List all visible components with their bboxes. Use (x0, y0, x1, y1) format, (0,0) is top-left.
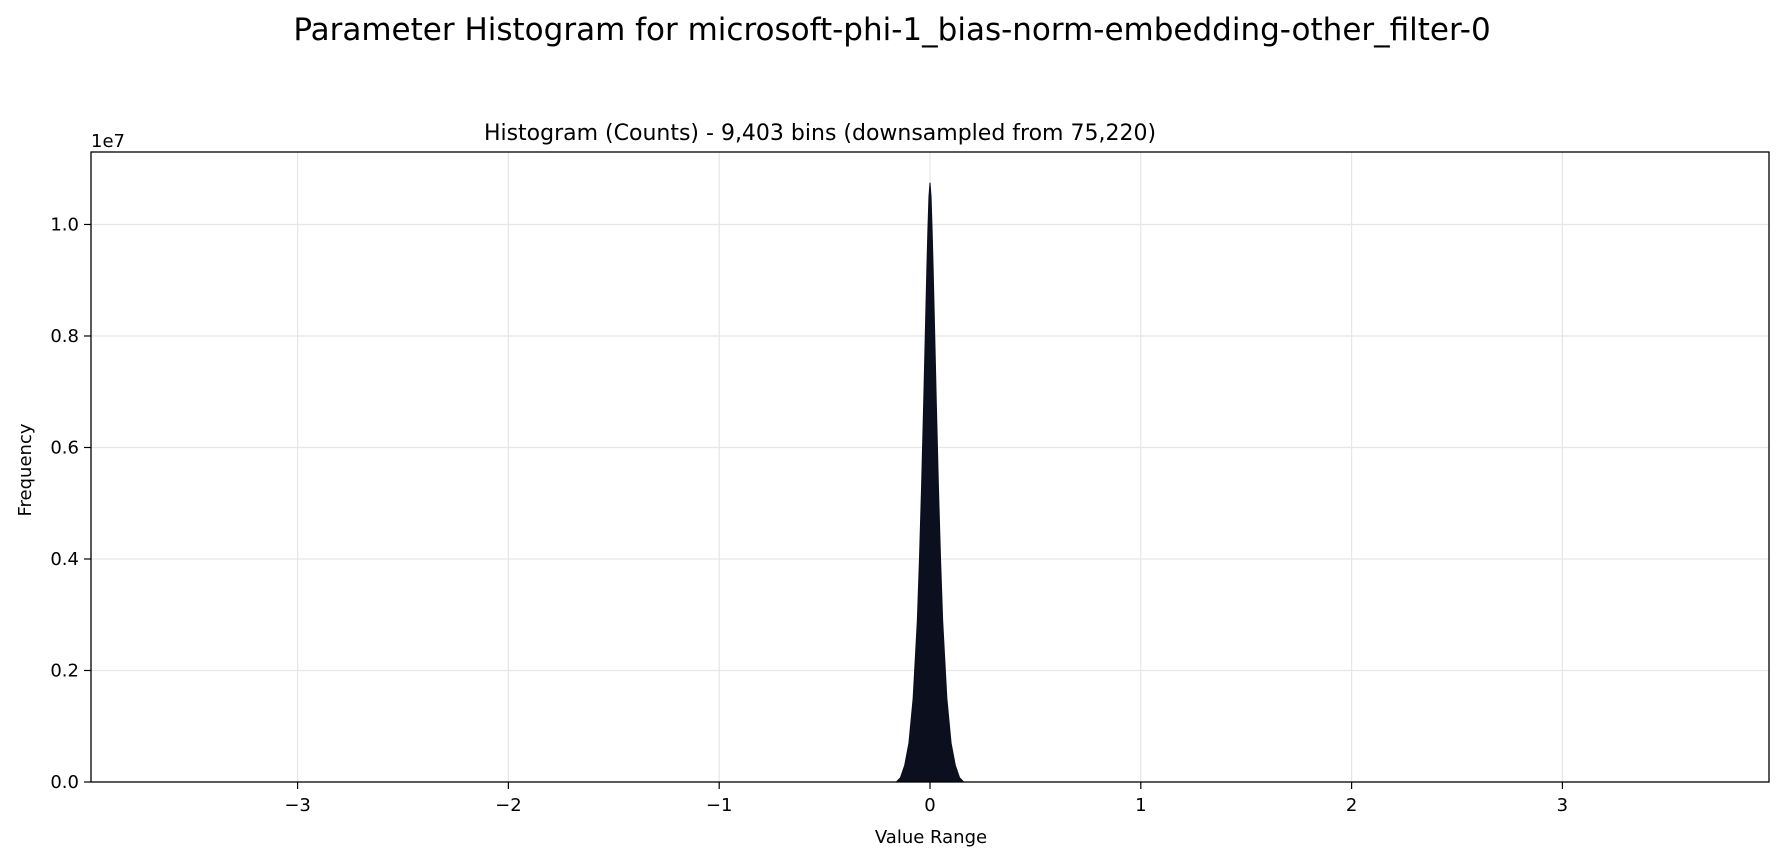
y-tick-label: 0.8 (50, 326, 79, 347)
x-tick-label: 1 (1135, 795, 1146, 816)
figure-suptitle: Parameter Histogram for microsoft-phi-1_… (293, 12, 1491, 48)
histogram-area (895, 182, 965, 783)
x-tick-label: 2 (1346, 795, 1357, 816)
y-tick-label: 0.4 (50, 549, 79, 570)
x-tick-label: −1 (706, 795, 733, 816)
plot-title: Histogram (Counts) - 9,403 bins (downsam… (484, 121, 1156, 146)
x-tick-label: 3 (1557, 795, 1568, 816)
x-tick-label: 0 (924, 795, 935, 816)
y-axis-ticks: 0.0 0.2 0.4 0.6 0.8 1.0 (50, 214, 91, 793)
x-tick-label: −2 (495, 795, 522, 816)
x-axis-label: Value Range (875, 827, 987, 848)
y-tick-label: 0.2 (50, 660, 79, 681)
y-tick-label: 0.0 (50, 772, 79, 793)
y-tick-label: 1.0 (50, 214, 79, 235)
y-axis-label: Frequency (15, 423, 36, 516)
y-tick-label: 0.6 (50, 437, 79, 458)
x-tick-label: −3 (284, 795, 311, 816)
y-axis-offset-label: 1e7 (91, 131, 125, 152)
x-axis-ticks: −3 −2 −1 0 1 2 3 (284, 782, 1568, 816)
